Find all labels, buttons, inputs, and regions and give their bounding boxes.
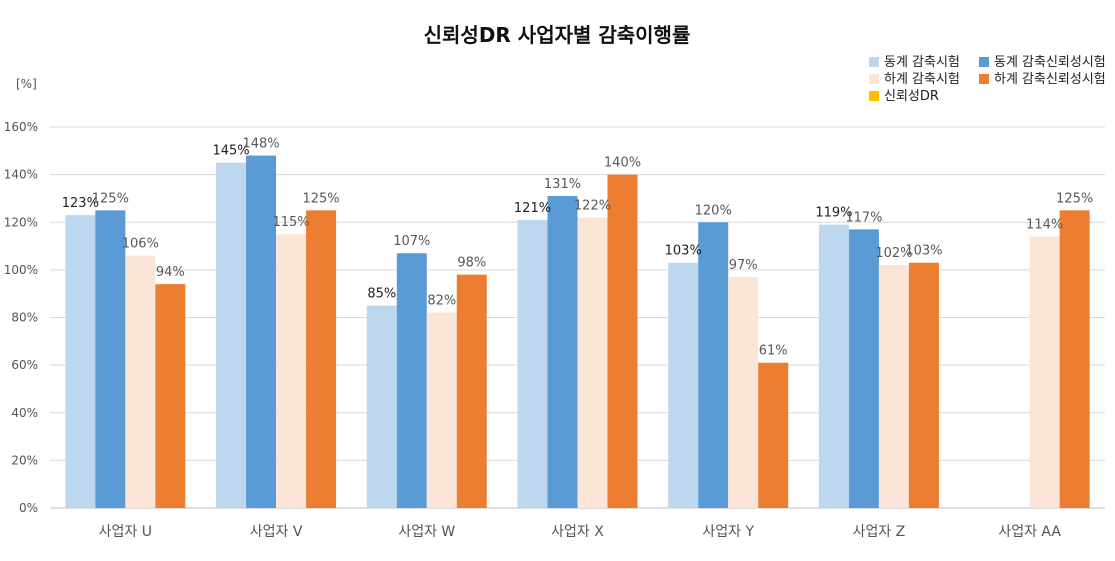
bar bbox=[908, 262, 939, 508]
bar bbox=[848, 229, 879, 509]
y-tick-label: 80% bbox=[11, 311, 38, 325]
legend-label: 신뢰성DR bbox=[884, 89, 939, 104]
data-label: 117% bbox=[845, 210, 882, 225]
bar bbox=[426, 312, 457, 508]
legend-swatch bbox=[979, 57, 989, 67]
bar bbox=[607, 174, 638, 508]
legend-swatch bbox=[869, 57, 879, 67]
y-tick-label: 160% bbox=[4, 120, 38, 134]
bar bbox=[1059, 210, 1090, 508]
data-label: 125% bbox=[1056, 191, 1093, 206]
legend-swatch bbox=[869, 74, 879, 84]
bar bbox=[306, 210, 337, 508]
bar bbox=[878, 265, 909, 508]
bars bbox=[65, 155, 1090, 509]
bar bbox=[366, 305, 397, 508]
data-label: 61% bbox=[759, 344, 788, 359]
data-label: 107% bbox=[393, 234, 430, 249]
x-category-label: 사업자 X bbox=[551, 524, 604, 540]
x-category-label: 사업자 AA bbox=[998, 524, 1061, 540]
legend-label: 하계 감축신뢰성시험 bbox=[994, 72, 1106, 87]
bar bbox=[396, 253, 427, 508]
bar bbox=[758, 362, 789, 508]
bar bbox=[216, 162, 247, 508]
bar bbox=[668, 262, 699, 508]
legend-label: 하계 감축시험 bbox=[884, 72, 960, 87]
y-tick-label: 20% bbox=[11, 453, 38, 467]
data-label: 85% bbox=[367, 287, 396, 302]
data-label: 123% bbox=[62, 196, 99, 211]
legend-swatch bbox=[869, 91, 879, 101]
x-category-label: 사업자 Z bbox=[853, 524, 906, 540]
bar bbox=[818, 224, 849, 508]
bar bbox=[65, 215, 96, 508]
data-label: 145% bbox=[212, 144, 249, 159]
data-label: 119% bbox=[815, 206, 852, 221]
bar bbox=[547, 196, 578, 508]
data-label: 98% bbox=[457, 256, 486, 271]
bar bbox=[577, 217, 608, 509]
y-tick-label: 40% bbox=[11, 406, 38, 420]
bar bbox=[95, 210, 126, 508]
bar bbox=[1029, 236, 1060, 508]
data-labels: 123%125%106%94%145%148%115%125%85%107%82… bbox=[62, 137, 1093, 359]
bar bbox=[698, 222, 729, 508]
data-label: 94% bbox=[156, 265, 185, 280]
legend-label: 동계 감축시험 bbox=[884, 55, 960, 70]
x-category-label: 사업자 V bbox=[250, 524, 303, 540]
y-tick-label: 140% bbox=[4, 168, 38, 182]
y-tick-label: 60% bbox=[11, 358, 38, 372]
y-tick-label: 120% bbox=[4, 215, 38, 229]
data-label: 102% bbox=[875, 246, 912, 261]
data-label: 125% bbox=[302, 191, 339, 206]
x-axis-categories: 사업자 U 사업자 V 사업자 W 사업자 X 사업자 Y 사업자 Z 사업자 AA bbox=[99, 524, 1062, 540]
data-label: 120% bbox=[695, 203, 732, 218]
data-label: 103% bbox=[905, 244, 942, 259]
x-category-label: 사업자 U bbox=[99, 524, 152, 540]
bar bbox=[246, 155, 277, 508]
data-label: 131% bbox=[544, 177, 581, 192]
bar bbox=[456, 274, 487, 508]
data-label: 148% bbox=[242, 137, 279, 152]
data-label: 121% bbox=[514, 201, 551, 216]
bar bbox=[276, 234, 307, 508]
legend-swatch bbox=[979, 74, 989, 84]
x-category-label: 사업자 W bbox=[398, 524, 455, 540]
y-tick-label: 100% bbox=[4, 263, 38, 277]
chart-title: 신뢰성DR 사업자별 감축이행률 bbox=[424, 23, 691, 47]
data-label: 140% bbox=[604, 156, 641, 171]
bar bbox=[517, 219, 548, 508]
y-tick-label: 0% bbox=[19, 501, 38, 515]
data-label: 103% bbox=[665, 244, 702, 259]
data-label: 114% bbox=[1026, 218, 1063, 233]
data-label: 82% bbox=[427, 294, 456, 309]
y-axis-ticks: 0% 20% 40% 60% 80% 100% 120% 140% 160% bbox=[4, 120, 38, 515]
data-label: 125% bbox=[92, 191, 129, 206]
legend-label: 동계 감축신뢰성시험 bbox=[994, 55, 1106, 70]
bar bbox=[155, 284, 186, 508]
y-axis-unit: [%] bbox=[16, 77, 37, 91]
data-label: 97% bbox=[729, 258, 758, 273]
data-label: 106% bbox=[122, 237, 159, 252]
x-category-label: 사업자 Y bbox=[702, 524, 754, 540]
bar bbox=[728, 277, 759, 508]
data-label: 122% bbox=[574, 198, 611, 213]
bar bbox=[125, 255, 156, 508]
data-label: 115% bbox=[272, 215, 309, 230]
